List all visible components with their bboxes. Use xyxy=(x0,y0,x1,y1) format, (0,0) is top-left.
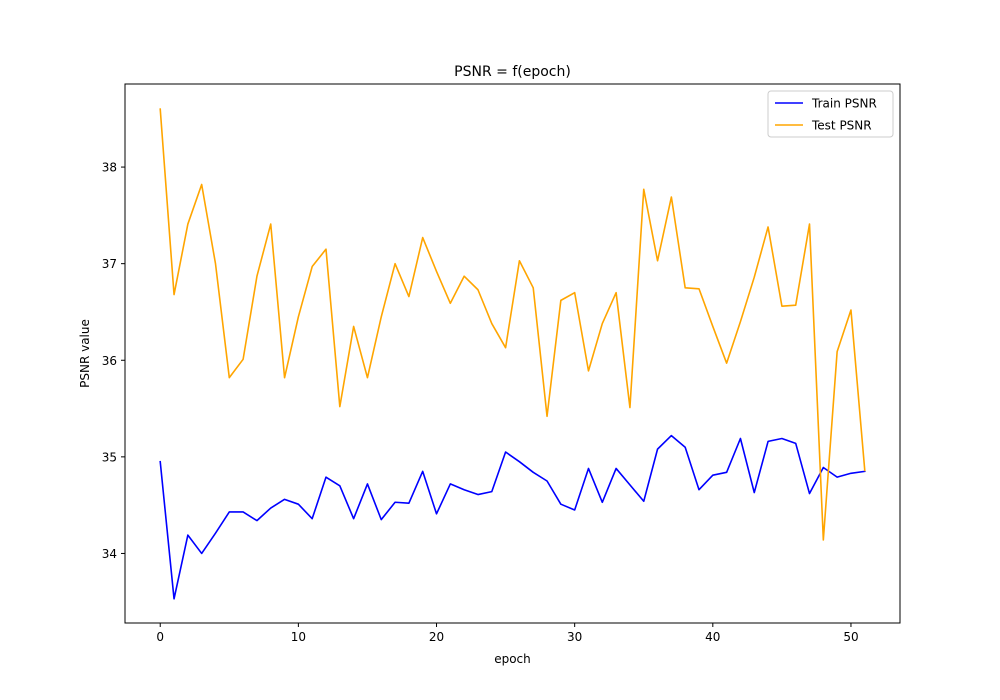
series-line-test-psnr xyxy=(159,108,866,541)
x-axis-label: epoch xyxy=(494,652,531,666)
chart-title: PSNR = f(epoch) xyxy=(454,64,571,80)
x-tick-label: 30 xyxy=(567,630,582,644)
y-tick-label: 36 xyxy=(102,354,117,368)
x-tick-label: 50 xyxy=(843,630,858,644)
x-tick-label: 20 xyxy=(429,630,444,644)
y-tick-label: 38 xyxy=(102,161,117,175)
x-tick-label: 40 xyxy=(705,630,720,644)
series-line-train-psnr xyxy=(159,434,866,600)
legend-label-test-psnr: Test PSNR xyxy=(811,119,872,133)
series-layer xyxy=(159,108,866,600)
y-tick-label: 35 xyxy=(102,450,117,464)
plot-frame xyxy=(124,83,901,624)
legend: Train PSNR Test PSNR xyxy=(767,90,894,138)
x-tick-label: 0 xyxy=(156,630,164,644)
y-axis-ticks: 34 35 36 37 38 xyxy=(102,161,125,561)
legend-label-train-psnr: Train PSNR xyxy=(811,97,877,111)
y-tick-label: 34 xyxy=(102,547,117,561)
y-axis-label: PSNR value xyxy=(78,319,92,388)
x-axis-ticks: 0 10 20 30 40 50 xyxy=(156,623,859,644)
y-tick-label: 37 xyxy=(102,257,117,271)
x-tick-label: 10 xyxy=(291,630,306,644)
